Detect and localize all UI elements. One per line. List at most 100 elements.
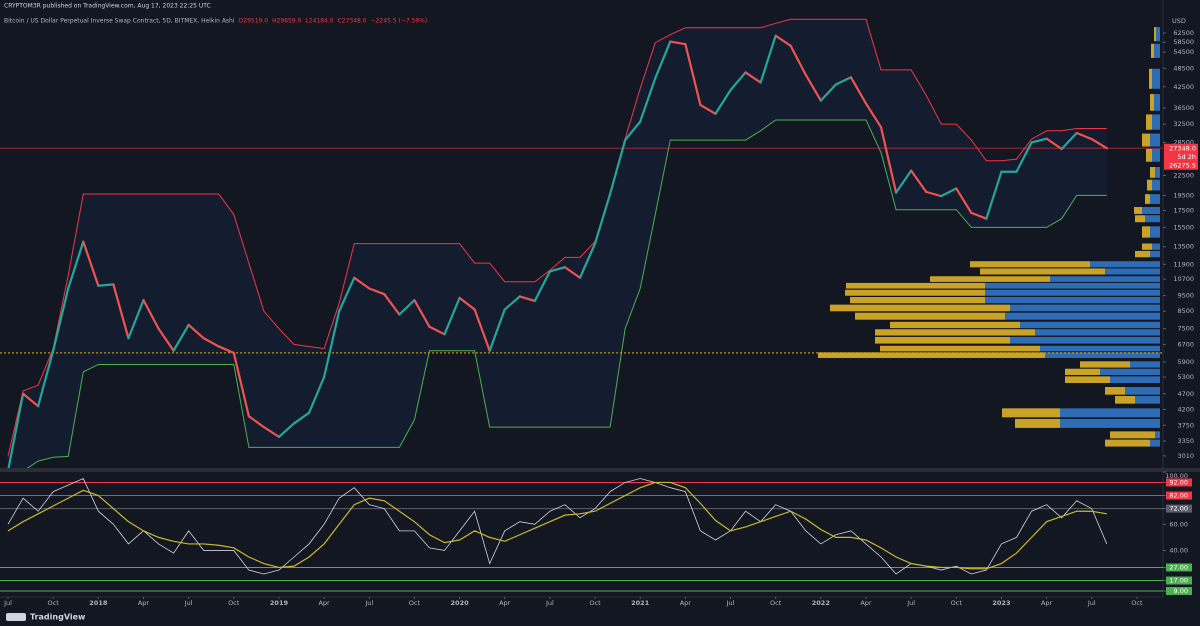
price-segment: [819, 83, 837, 102]
volume-up: [1005, 312, 1160, 320]
price-segment: [277, 422, 296, 438]
x-tick-label: Jul: [545, 599, 554, 607]
price-segment: [97, 283, 115, 287]
legend-value: C27348.0: [338, 18, 367, 25]
price-segment: [729, 71, 747, 92]
price-segment: [669, 40, 687, 46]
x-tick-label: Jul: [184, 599, 193, 607]
volume-down: [818, 352, 1045, 358]
price-segment: [7, 392, 25, 468]
price-segment: [368, 287, 386, 296]
volume-up: [1010, 336, 1160, 344]
volume-up: [1045, 352, 1160, 358]
y-tick-label: 4200: [1177, 405, 1194, 413]
price-segment: [774, 34, 792, 47]
volume-up: [1150, 194, 1160, 204]
price-segment: [142, 299, 160, 330]
volume-up: [1110, 376, 1160, 384]
price-segment: [307, 375, 326, 414]
price-segment: [247, 415, 266, 429]
level-badge: [1166, 586, 1192, 595]
price-segment: [1030, 137, 1048, 144]
y-tick-label: 10700: [1173, 275, 1194, 283]
x-tick-label: Jul: [364, 599, 373, 607]
y-tick-label: 92.00: [1169, 478, 1188, 486]
chart-title: Bitcoin / US Dollar Perpetual Inverse Sw…: [4, 18, 235, 25]
price-segment: [458, 296, 476, 311]
volume-up: [985, 282, 1160, 289]
price-segment: [353, 276, 371, 290]
y-tick-label: 5900: [1177, 358, 1194, 366]
x-tick-label: Oct: [1131, 599, 1143, 607]
volume-down: [1149, 68, 1152, 89]
price-segment: [232, 351, 250, 418]
price-segment: [925, 190, 943, 198]
volume-down: [850, 297, 985, 304]
y-tick-label: 5300: [1177, 373, 1194, 381]
price-segment: [608, 138, 627, 196]
price-segment: [428, 325, 446, 336]
price-segment: [563, 266, 582, 279]
level-badge: [1166, 478, 1192, 487]
legend-value: L24184.0: [305, 18, 333, 25]
y-tick-label: 54500: [1173, 48, 1194, 56]
volume-up: [985, 297, 1160, 304]
volume-down: [970, 261, 1090, 268]
price-segment: [127, 299, 145, 340]
volume-up: [1060, 418, 1160, 428]
x-tick-label: 2023: [992, 599, 1010, 607]
volume-down: [1065, 376, 1110, 384]
y-tick-label: 3750: [1177, 421, 1194, 429]
x-tick-label: Oct: [951, 599, 963, 607]
price-segment: [292, 411, 311, 425]
price-segment: [789, 44, 807, 76]
price-badge: [1164, 143, 1198, 153]
x-tick-label: Jul: [906, 599, 915, 607]
x-tick-label: 2020: [451, 599, 470, 607]
price-segment: [1045, 137, 1063, 151]
price-segment: [21, 392, 40, 408]
price-segment: [217, 345, 235, 355]
price-segment: [323, 310, 341, 379]
x-tick-label: Oct: [48, 599, 60, 607]
price-badge-label: 26275.5: [1169, 161, 1196, 169]
publisher-header: CRYPTOM3R published on TradingView.com, …: [4, 3, 211, 10]
level-badge: [1166, 576, 1192, 585]
level-badge: [1166, 504, 1192, 513]
volume-up: [1156, 27, 1160, 42]
volume-up: [1145, 215, 1160, 223]
x-tick-label: Apr: [860, 599, 872, 607]
volume-down: [1065, 368, 1100, 376]
price-segment: [985, 170, 1003, 220]
x-tick-label: Oct: [409, 599, 421, 607]
x-tick-label: Apr: [680, 599, 692, 607]
price-segment: [639, 77, 657, 123]
y-tick-label: 13500: [1173, 243, 1194, 251]
volume-down: [1151, 43, 1154, 58]
price-segment: [699, 103, 717, 115]
level-badge: [1166, 491, 1192, 500]
footer-logo: [6, 613, 26, 621]
y-tick-label: 17500: [1173, 206, 1194, 214]
channel-line: [26, 119, 1107, 468]
volume-down: [845, 289, 985, 296]
x-tick-label: Oct: [589, 599, 601, 607]
volume-down: [1142, 226, 1150, 238]
volume-down: [1150, 167, 1155, 178]
x-tick-label: Jul: [726, 599, 735, 607]
price-segment: [955, 187, 973, 215]
y-tick-label: 6700: [1177, 340, 1194, 348]
volume-up: [1155, 167, 1160, 178]
volume-down: [1145, 194, 1150, 204]
y-tick-label: 58500: [1173, 38, 1194, 46]
x-tick-label: Oct: [228, 599, 240, 607]
price-segment: [67, 240, 85, 290]
price-segment: [684, 43, 702, 107]
volume-up: [1125, 387, 1160, 395]
x-tick-label: Apr: [499, 599, 511, 607]
y-tick-label: 3350: [1177, 437, 1194, 445]
volume-up: [1100, 368, 1160, 376]
volume-down: [875, 336, 1010, 344]
price-badge: [1164, 152, 1198, 162]
